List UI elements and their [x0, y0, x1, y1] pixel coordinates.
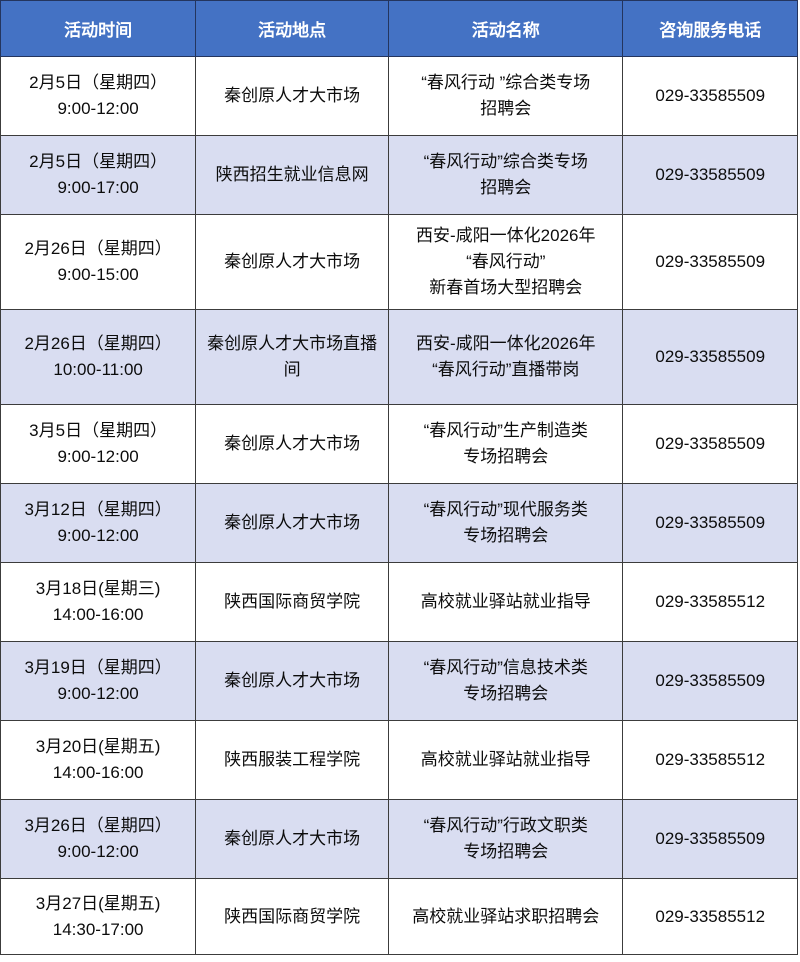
cell-name: 西安-咸阳一体化2026年 “春风行动”直播带岗	[388, 309, 624, 405]
cell-place: 秦创原人才大市场直播间	[195, 309, 390, 405]
cell-time: 3月12日（星期四） 9:00-12:00	[0, 483, 197, 563]
table-row: 3月27日(星期五) 14:30-17:00 陕西国际商贸学院 高校就业驿站求职…	[0, 878, 798, 955]
cell-time: 2月26日（星期四） 9:00-15:00	[0, 214, 197, 310]
cell-name: “春风行动”信息技术类 专场招聘会	[388, 641, 624, 721]
cell-place: 秦创原人才大市场	[195, 214, 390, 310]
cell-time: 2月26日（星期四） 10:00-11:00	[0, 309, 197, 405]
cell-place: 陕西招生就业信息网	[195, 135, 390, 215]
table-row: 3月20日(星期五) 14:00-16:00 陕西服装工程学院 高校就业驿站就业…	[0, 720, 798, 800]
cell-place: 秦创原人才大市场	[195, 404, 390, 484]
table-row: 3月18日(星期三) 14:00-16:00 陕西国际商贸学院 高校就业驿站就业…	[0, 562, 798, 642]
cell-name: “春风行动”综合类专场 招聘会	[388, 135, 624, 215]
cell-time: 3月26日（星期四） 9:00-12:00	[0, 799, 197, 879]
cell-phone: 029-33585509	[622, 56, 798, 136]
cell-phone: 029-33585509	[622, 135, 798, 215]
header-activity-time: 活动时间	[0, 0, 197, 57]
cell-phone: 029-33585512	[622, 720, 798, 800]
cell-phone: 029-33585509	[622, 404, 798, 484]
cell-time: 2月5日（星期四） 9:00-12:00	[0, 56, 197, 136]
table-row: 3月12日（星期四） 9:00-12:00 秦创原人才大市场 “春风行动”现代服…	[0, 483, 798, 563]
table-header-row: 活动时间 活动地点 活动名称 咨询服务电话	[0, 0, 798, 57]
cell-time: 3月27日(星期五) 14:30-17:00	[0, 878, 197, 955]
cell-phone: 029-33585512	[622, 562, 798, 642]
cell-name: “春风行动”行政文职类 专场招聘会	[388, 799, 624, 879]
table-row: 2月5日（星期四） 9:00-12:00 秦创原人才大市场 “春风行动 ”综合类…	[0, 56, 798, 136]
cell-time: 3月20日(星期五) 14:00-16:00	[0, 720, 197, 800]
cell-phone: 029-33585512	[622, 878, 798, 955]
cell-phone: 029-33585509	[622, 799, 798, 879]
cell-time: 3月19日（星期四） 9:00-12:00	[0, 641, 197, 721]
header-activity-place: 活动地点	[195, 0, 390, 57]
header-service-phone: 咨询服务电话	[622, 0, 798, 57]
cell-place: 秦创原人才大市场	[195, 56, 390, 136]
table-row: 3月5日（星期四） 9:00-12:00 秦创原人才大市场 “春风行动”生产制造…	[0, 404, 798, 484]
cell-place: 陕西国际商贸学院	[195, 562, 390, 642]
cell-place: 秦创原人才大市场	[195, 799, 390, 879]
cell-name: 高校就业驿站求职招聘会	[388, 878, 624, 955]
table-row: 2月26日（星期四） 10:00-11:00 秦创原人才大市场直播间 西安-咸阳…	[0, 309, 798, 405]
cell-name: 西安-咸阳一体化2026年 “春风行动” 新春首场大型招聘会	[388, 214, 624, 310]
cell-time: 3月5日（星期四） 9:00-12:00	[0, 404, 197, 484]
cell-place: 秦创原人才大市场	[195, 641, 390, 721]
cell-time: 3月18日(星期三) 14:00-16:00	[0, 562, 197, 642]
cell-place: 陕西服装工程学院	[195, 720, 390, 800]
cell-phone: 029-33585509	[622, 214, 798, 310]
cell-name: 高校就业驿站就业指导	[388, 562, 624, 642]
cell-time: 2月5日（星期四） 9:00-17:00	[0, 135, 197, 215]
cell-place: 秦创原人才大市场	[195, 483, 390, 563]
table-row: 2月5日（星期四） 9:00-17:00 陕西招生就业信息网 “春风行动”综合类…	[0, 135, 798, 215]
header-activity-name: 活动名称	[388, 0, 624, 57]
cell-name: 高校就业驿站就业指导	[388, 720, 624, 800]
cell-phone: 029-33585509	[622, 483, 798, 563]
table-row: 2月26日（星期四） 9:00-15:00 秦创原人才大市场 西安-咸阳一体化2…	[0, 214, 798, 310]
cell-name: “春风行动”生产制造类 专场招聘会	[388, 404, 624, 484]
table-row: 3月26日（星期四） 9:00-12:00 秦创原人才大市场 “春风行动”行政文…	[0, 799, 798, 879]
cell-place: 陕西国际商贸学院	[195, 878, 390, 955]
cell-name: “春风行动”现代服务类 专场招聘会	[388, 483, 624, 563]
cell-phone: 029-33585509	[622, 309, 798, 405]
cell-phone: 029-33585509	[622, 641, 798, 721]
table-row: 3月19日（星期四） 9:00-12:00 秦创原人才大市场 “春风行动”信息技…	[0, 641, 798, 721]
cell-name: “春风行动 ”综合类专场 招聘会	[388, 56, 624, 136]
